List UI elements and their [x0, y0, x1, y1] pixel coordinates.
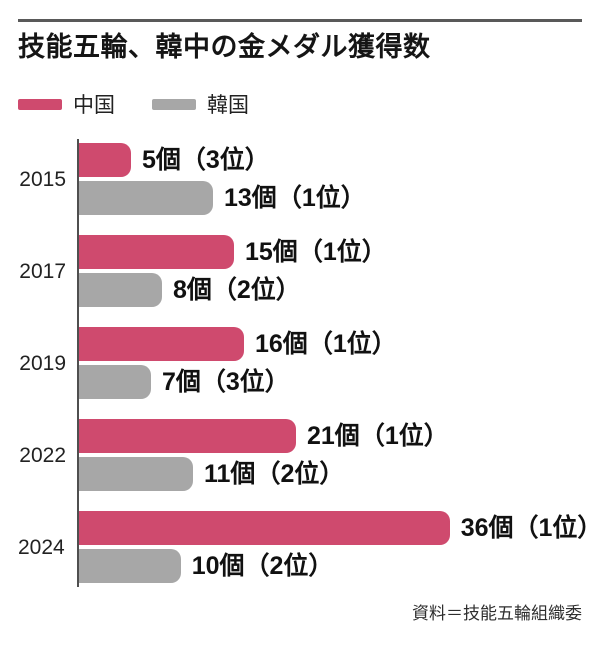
year-group-2019: 2019 16個（1位） 7個（3位） — [18, 327, 582, 400]
bar-value-text: 16個 — [255, 329, 308, 358]
chart-title: 技能五輪、韓中の金メダル獲得数 — [18, 32, 431, 62]
bar-row-korea: 8個（2位） — [79, 273, 387, 308]
legend: 中国 韓国 — [18, 93, 582, 117]
bar-value-label: 10個（2位） — [191, 551, 334, 580]
bar-rank-text: （3位） — [180, 145, 270, 174]
bar-value-text: 36個 — [460, 513, 514, 542]
bar-korea — [79, 273, 162, 308]
year-group-2017: 2017 15個（1位） 8個（2位） — [18, 235, 582, 308]
bar-row-korea: 7個（3位） — [79, 365, 397, 400]
bar-value-label: 36個（1位） — [460, 513, 600, 542]
top-rule — [18, 19, 582, 22]
bar-pair: 16個（1位） 7個（3位） — [79, 327, 397, 400]
bar-value-text: 7個 — [162, 367, 201, 396]
bar-rank-text: （1位） — [297, 237, 387, 266]
bar-rank-text: （1位） — [513, 513, 600, 542]
bar-china — [79, 235, 234, 270]
plot-area: 2015 5個（3位） 13個（1位） 2017 15個（1位） 8個（2位） 2019 16… — [18, 139, 600, 588]
bar-pair: 21個（1位） 11個（2位） — [79, 419, 449, 492]
bar-row-china: 15個（1位） — [79, 235, 387, 270]
year-label: 2022 — [19, 443, 66, 467]
bar-korea — [79, 365, 151, 400]
y-axis-line — [77, 139, 79, 588]
bar-pair: 15個（1位） 8個（2位） — [79, 235, 387, 308]
bar-row-china: 16個（1位） — [79, 327, 397, 362]
infographic-card: 技能五輪、韓中の金メダル獲得数 中国 韓国 2015 5個（3位） 13個（1位） 2… — [0, 19, 600, 624]
bar-korea — [79, 181, 213, 216]
legend-item-korea: 韓国 — [152, 89, 249, 119]
bar-value-label: 21個（1位） — [307, 421, 449, 450]
bar-rank-text: （1位） — [276, 183, 366, 212]
bar-value-text: 15個 — [245, 237, 298, 266]
legend-item-china: 中国 — [18, 89, 115, 119]
legend-label-korea: 韓国 — [207, 94, 249, 118]
bar-row-china: 21個（1位） — [79, 419, 449, 454]
bar-value-label: 7個（3位） — [162, 367, 290, 396]
year-group-2022: 2022 21個（1位） 11個（2位） — [18, 419, 582, 492]
bar-value-label: 13個（1位） — [224, 183, 366, 212]
bar-rank-text: （1位） — [307, 329, 397, 358]
bar-row-korea: 11個（2位） — [79, 457, 449, 492]
legend-swatch-china — [18, 98, 62, 110]
bar-value-text: 11個 — [204, 459, 256, 488]
bar-korea — [77, 549, 181, 584]
legend-label-china: 中国 — [73, 94, 115, 118]
bar-rank-text: （2位） — [255, 459, 345, 488]
bar-value-text: 5個 — [142, 145, 181, 174]
year-label: 2015 — [19, 167, 66, 191]
bar-china — [79, 143, 131, 178]
bar-value-label: 8個（2位） — [173, 275, 301, 304]
bar-pair: 36個（1位） 10個（2位） — [77, 511, 600, 584]
year-group-2015: 2015 5個（3位） 13個（1位） — [18, 143, 582, 216]
bar-row-china: 5個（3位） — [79, 143, 366, 178]
bar-rank-text: （2位） — [211, 275, 301, 304]
year-group-2024: 2024 36個（1位） 10個（2位） — [18, 511, 600, 584]
bar-value-text: 10個 — [191, 551, 245, 580]
bar-rank-text: （2位） — [244, 551, 334, 580]
year-label: 2024 — [18, 535, 65, 559]
bar-row-korea: 13個（1位） — [79, 181, 366, 216]
bar-china — [77, 511, 450, 546]
bar-row-china: 36個（1位） — [77, 511, 600, 546]
source-note: 資料＝技能五輪組織委 — [412, 604, 582, 624]
bar-value-text: 13個 — [224, 183, 277, 212]
bar-china — [79, 327, 244, 362]
bar-rank-text: （1位） — [359, 421, 449, 450]
bar-value-text: 8個 — [173, 275, 212, 304]
bar-value-text: 21個 — [307, 421, 360, 450]
bar-value-label: 16個（1位） — [255, 329, 397, 358]
bar-pair: 5個（3位） 13個（1位） — [79, 143, 366, 216]
bar-china — [79, 419, 296, 454]
year-label: 2019 — [19, 351, 66, 375]
bar-value-label: 11個（2位） — [204, 459, 345, 488]
bar-rank-text: （3位） — [200, 367, 290, 396]
bar-value-label: 5個（3位） — [142, 145, 270, 174]
legend-swatch-korea — [152, 98, 196, 110]
bar-value-label: 15個（1位） — [245, 237, 387, 266]
bar-korea — [79, 457, 193, 492]
year-label: 2017 — [19, 259, 66, 283]
bar-row-korea: 10個（2位） — [77, 549, 600, 584]
